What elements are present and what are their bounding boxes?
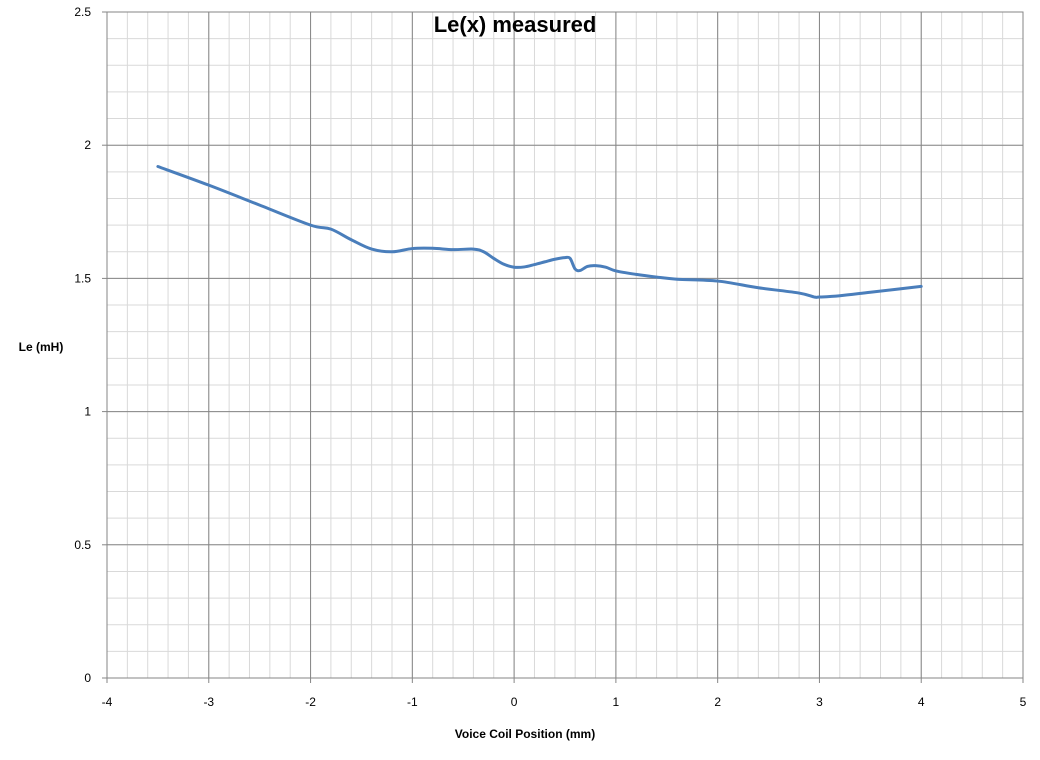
y-tick-label: 0: [84, 671, 91, 685]
series-line: [156, 165, 923, 299]
y-tick-label: 0.5: [74, 538, 91, 552]
y-tick-label: 2: [84, 138, 91, 152]
x-tick-label: -2: [305, 695, 316, 709]
x-tick-labels: -4 -3 -2 -1 0 1 2 3 4 5: [102, 695, 1027, 709]
plot-border: [106, 11, 1024, 679]
x-tick-label: 5: [1020, 695, 1027, 709]
x-tick-label: 1: [613, 695, 620, 709]
y-axis-label: Le (mH): [19, 340, 64, 354]
x-tick-label: 4: [918, 695, 925, 709]
x-tick-label: 2: [714, 695, 721, 709]
x-tick-label: -3: [203, 695, 214, 709]
x-axis-label: Voice Coil Position (mm): [455, 727, 595, 741]
x-tick-label: 3: [816, 695, 823, 709]
plot-area: [102, 11, 1024, 683]
y-tick-label: 2.5: [74, 5, 91, 19]
x-tick-label: 0: [511, 695, 518, 709]
x-tick-label: -4: [102, 695, 113, 709]
x-tick-label: -1: [407, 695, 418, 709]
y-tick-label: 1: [84, 405, 91, 419]
series-layer: [156, 165, 923, 299]
minor-grid: [107, 12, 1023, 678]
chart-title: Le(x) measured: [434, 12, 597, 37]
y-tick-label: 1.5: [74, 271, 91, 285]
y-tick-labels: 0 0.5 1 1.5 2 2.5: [74, 5, 91, 685]
